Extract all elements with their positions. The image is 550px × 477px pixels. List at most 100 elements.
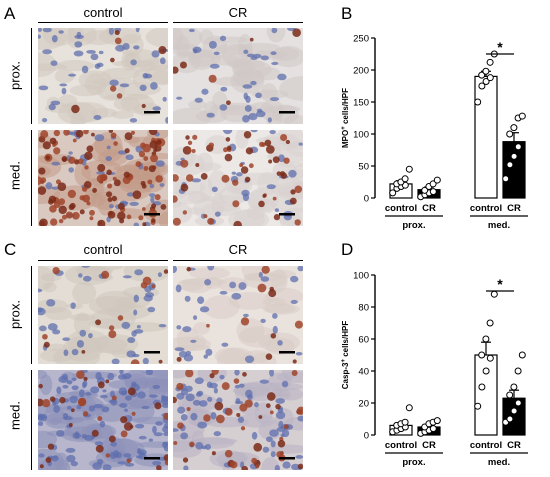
dab-positive-cell (148, 165, 156, 173)
nucleus (236, 172, 243, 177)
dab-positive-cell (111, 195, 118, 202)
nucleus (124, 462, 135, 467)
dab-positive-cell (225, 137, 231, 142)
panel-c-col-rule-cr (173, 260, 303, 261)
nucleus (47, 323, 58, 331)
nucleus (219, 290, 228, 295)
dab-positive-cell (75, 130, 84, 138)
dab-positive-cell (79, 209, 85, 215)
dab-positive-cell (47, 443, 55, 450)
nucleus (126, 350, 136, 358)
nucleus (213, 431, 222, 437)
dab-positive-cell (266, 145, 275, 154)
nucleus (48, 103, 56, 111)
nucleus (245, 95, 251, 103)
nucleus (88, 332, 93, 339)
nucleus (115, 44, 125, 52)
nucleus (173, 428, 179, 432)
nucleus (271, 61, 279, 66)
nucleus (245, 389, 253, 398)
panel-c-row-prox: prox. (7, 300, 23, 329)
nucleus (214, 211, 221, 217)
nucleus (160, 394, 166, 400)
dab-positive-cell (195, 162, 200, 168)
tissue-fiber (69, 84, 102, 97)
dab-positive-cell (57, 182, 67, 192)
dab-positive-cell (294, 219, 301, 226)
dab-positive-cell (39, 218, 48, 226)
dab-positive-cell (68, 204, 75, 211)
tissue-fiber (123, 266, 168, 283)
dab-positive-cell (117, 202, 125, 210)
dab-positive-cell (89, 216, 94, 221)
dab-positive-cell (236, 413, 241, 418)
micrograph-a-prox-control (38, 28, 168, 124)
dab-positive-cell (265, 353, 273, 360)
data-point (514, 399, 522, 407)
nucleus (139, 84, 147, 92)
y-tick-label: 50 (358, 162, 369, 173)
dab-positive-cell (163, 412, 168, 420)
dab-positive-cell (149, 140, 158, 149)
micrograph-texture (38, 370, 168, 470)
nucleus (238, 383, 245, 388)
group-label: med. (488, 457, 510, 468)
dab-positive-cell (92, 188, 97, 193)
panel-a-col-control: control (83, 5, 123, 20)
dab-positive-cell (230, 461, 238, 469)
scale-bar (279, 351, 295, 354)
nucleus (74, 41, 83, 48)
dab-positive-cell (173, 217, 181, 226)
nucleus (162, 425, 168, 433)
tissue-fiber (218, 186, 246, 207)
data-point (433, 417, 441, 425)
scale-bar (144, 213, 160, 216)
dab-positive-cell (38, 383, 43, 389)
dab-positive-cell (82, 194, 91, 203)
nucleus (266, 184, 276, 190)
dab-positive-cell (117, 211, 126, 221)
nucleus (150, 196, 155, 203)
nucleus (66, 405, 72, 410)
tissue-fiber (95, 290, 138, 312)
nucleus (197, 296, 205, 304)
nucleus (208, 40, 217, 49)
dab-positive-cell (216, 414, 225, 424)
nucleus (243, 49, 249, 55)
nucleus (76, 340, 85, 348)
tissue-fiber (54, 69, 75, 83)
nucleus (250, 80, 257, 86)
nucleus (83, 275, 92, 282)
nucleus (147, 306, 156, 313)
data-point (502, 175, 510, 183)
tissue-fiber (198, 162, 222, 171)
dab-positive-cell (42, 141, 51, 150)
nucleus (76, 31, 82, 38)
scale-bar (279, 457, 295, 460)
dab-positive-cell (45, 155, 50, 160)
micrograph-texture (38, 130, 168, 226)
nucleus (131, 381, 137, 387)
dab-positive-cell (38, 186, 47, 195)
nucleus (152, 425, 157, 434)
nucleus (135, 145, 143, 153)
nucleus (276, 426, 286, 432)
dab-positive-cell (243, 130, 252, 139)
nucleus (106, 145, 111, 150)
dab-positive-cell (106, 169, 112, 175)
tissue-fiber (189, 267, 231, 280)
dab-positive-cell (163, 454, 168, 462)
nucleus (194, 377, 204, 385)
dab-positive-cell (110, 85, 117, 92)
significance-star: * (497, 39, 503, 55)
dab-positive-cell (151, 284, 156, 289)
dab-positive-cell (40, 130, 49, 139)
tissue-fiber (38, 299, 68, 314)
dab-positive-cell (130, 359, 140, 364)
nucleus (221, 342, 229, 347)
dab-positive-cell (143, 166, 149, 171)
nucleus (58, 30, 64, 34)
nucleus (123, 453, 132, 458)
dab-positive-cell (114, 37, 122, 45)
nucleus (258, 271, 263, 278)
